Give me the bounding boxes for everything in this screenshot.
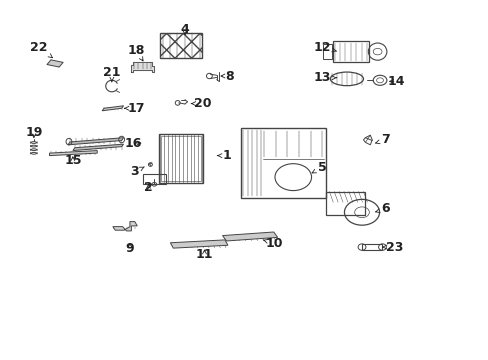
Text: 4: 4 <box>180 23 189 36</box>
Text: 6: 6 <box>375 202 389 215</box>
Text: 22: 22 <box>30 41 53 58</box>
Polygon shape <box>73 144 123 150</box>
Text: 5: 5 <box>311 161 326 174</box>
Text: 16: 16 <box>124 136 142 149</box>
Bar <box>332 41 368 62</box>
Text: 20: 20 <box>191 97 211 110</box>
Polygon shape <box>113 222 137 231</box>
Bar <box>160 33 202 58</box>
Text: 7: 7 <box>375 133 389 146</box>
Bar <box>361 244 382 250</box>
Text: 18: 18 <box>127 44 144 61</box>
Polygon shape <box>47 60 63 67</box>
Bar <box>161 136 201 181</box>
Text: 13: 13 <box>313 71 336 84</box>
Text: 15: 15 <box>64 154 81 167</box>
Bar <box>159 134 203 183</box>
Text: 17: 17 <box>124 102 145 115</box>
Polygon shape <box>102 106 123 111</box>
Text: 8: 8 <box>221 69 234 82</box>
Text: 12: 12 <box>313 41 336 54</box>
Polygon shape <box>131 62 154 72</box>
Polygon shape <box>222 232 277 241</box>
Text: 14: 14 <box>387 75 405 88</box>
Text: 11: 11 <box>195 248 213 261</box>
Text: 1: 1 <box>217 149 231 162</box>
Bar <box>326 192 365 215</box>
Text: 19: 19 <box>25 126 42 139</box>
Text: 2: 2 <box>144 181 153 194</box>
Polygon shape <box>170 240 227 248</box>
Polygon shape <box>68 138 123 145</box>
Text: 21: 21 <box>103 66 121 82</box>
Bar <box>142 174 165 184</box>
Bar <box>241 128 325 198</box>
Text: 10: 10 <box>263 237 283 250</box>
Text: 23: 23 <box>382 240 403 253</box>
Polygon shape <box>49 150 97 156</box>
Bar <box>322 44 331 59</box>
Text: 3: 3 <box>130 165 144 178</box>
Text: 9: 9 <box>125 242 134 255</box>
